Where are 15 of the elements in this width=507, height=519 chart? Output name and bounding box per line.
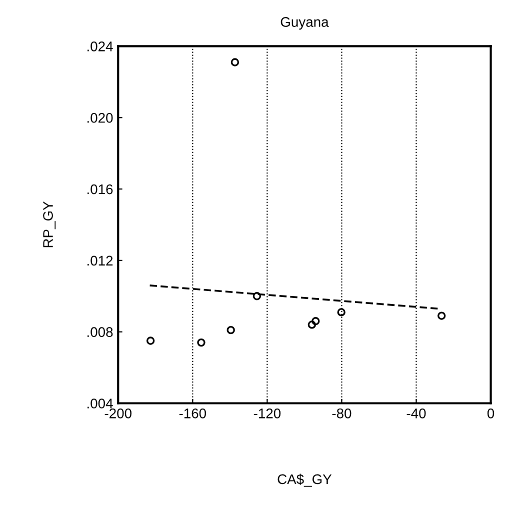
- x-tick-label: -160: [179, 408, 206, 418]
- chart-title: Guyana: [280, 17, 329, 30]
- x-tick-label: -200: [104, 408, 132, 418]
- y-axis-title: RP_GY: [43, 201, 56, 248]
- x-axis-title: CA$_GY: [278, 474, 332, 487]
- x-tick-label: -120: [254, 408, 281, 418]
- x-tick-label: 0: [487, 408, 494, 418]
- y-tick-label: .012: [88, 256, 113, 266]
- x-tick-label: -40: [406, 408, 426, 418]
- y-tick-label: .024: [88, 42, 113, 52]
- y-tick-label: .004: [88, 398, 113, 408]
- y-tick-label: .016: [88, 184, 113, 194]
- x-tick-label: -80: [332, 408, 352, 418]
- y-tick-label: .020: [88, 112, 113, 123]
- y-tick-label: .008: [88, 327, 113, 338]
